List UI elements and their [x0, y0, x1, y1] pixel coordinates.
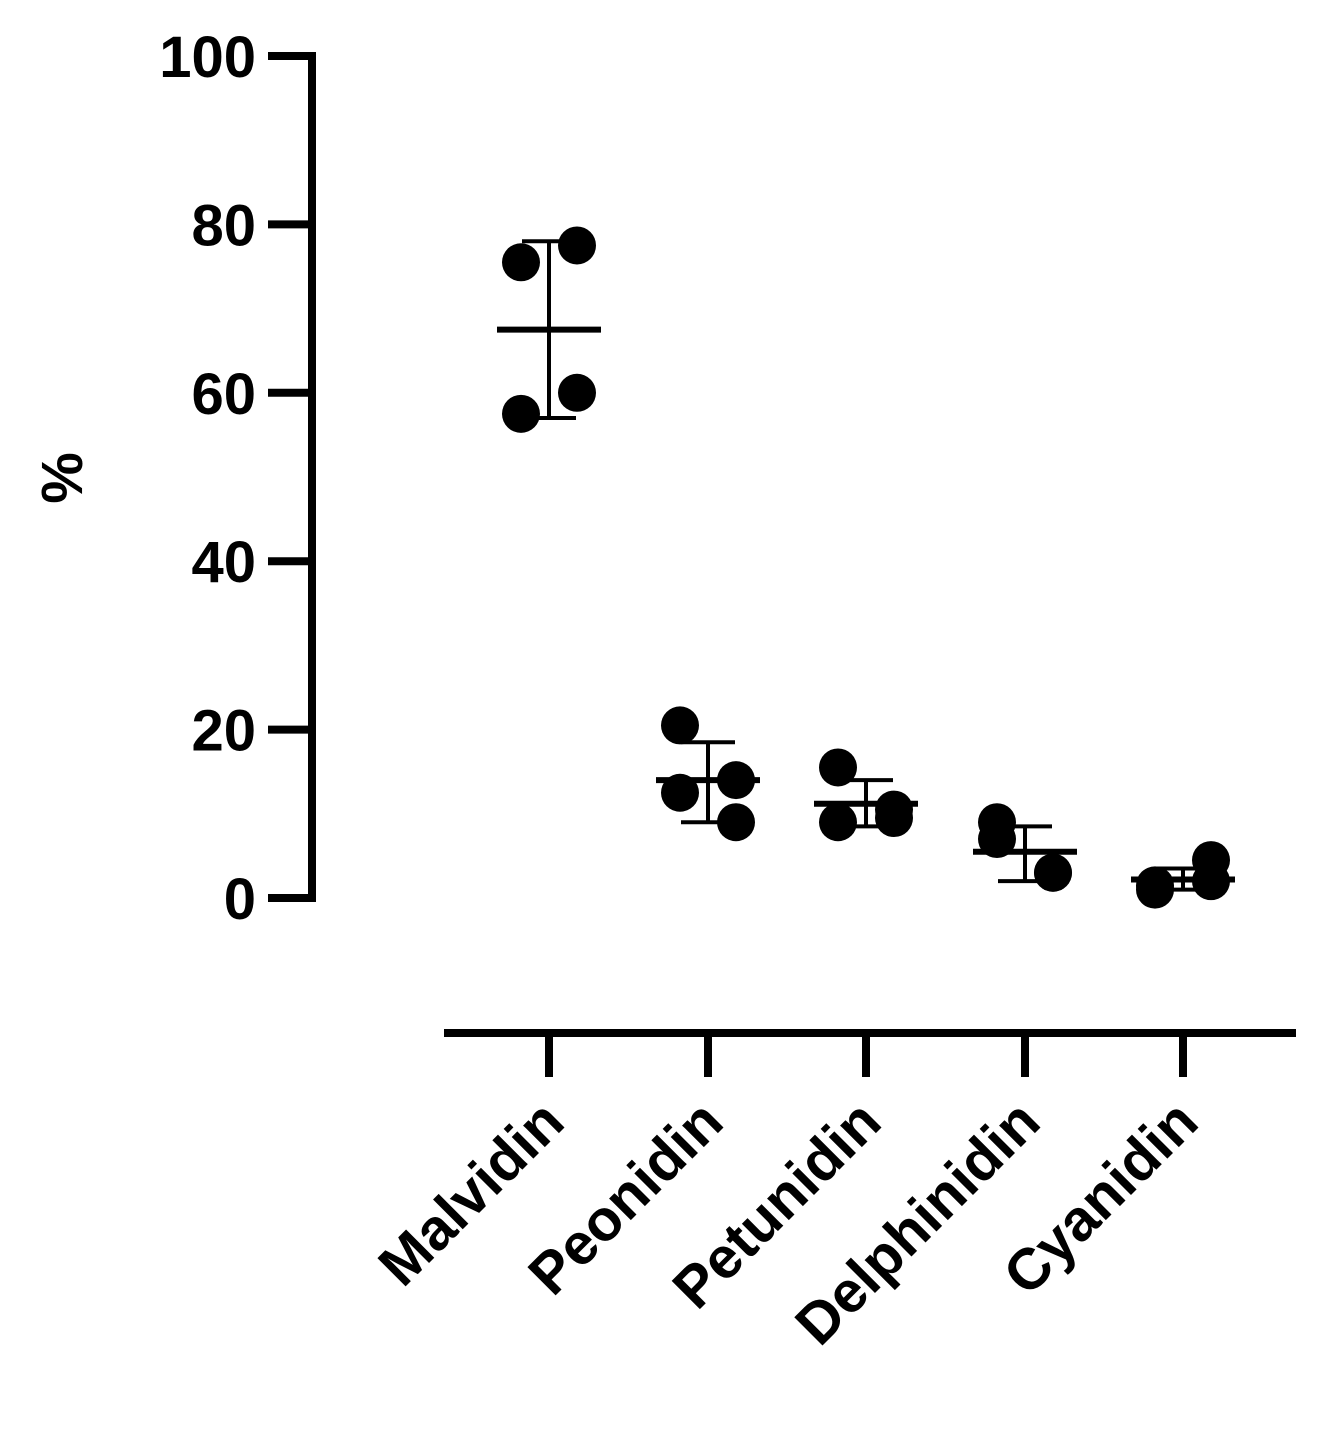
data-point [661, 706, 699, 745]
data-point [661, 773, 699, 812]
data-point [558, 226, 596, 265]
data-point [717, 803, 755, 842]
data-point [1034, 853, 1072, 892]
data-point [819, 748, 857, 787]
y-tick-label: 0 [224, 867, 256, 932]
data-point [875, 799, 913, 838]
y-tick-label: 20 [191, 699, 256, 764]
y-tick-label: 40 [191, 530, 256, 595]
y-axis-title: % [30, 452, 95, 504]
error-bars [497, 239, 1235, 892]
y-tick-label: 60 [191, 362, 256, 427]
data-point [558, 373, 596, 412]
y-tick-label: 80 [191, 193, 256, 258]
y-tick-label: 100 [159, 25, 256, 90]
data-point [1136, 866, 1174, 905]
data-point [502, 243, 540, 282]
data-points [502, 226, 1230, 909]
x-axis: MalvidinPeonidinPetunidinDelphinidinCyan… [366, 1029, 1296, 1357]
data-point [819, 803, 857, 842]
data-point [1192, 862, 1230, 901]
y-axis: 0 20 40 60 80 100 [159, 25, 316, 932]
data-point [978, 803, 1016, 842]
data-point [717, 761, 755, 800]
data-point [502, 394, 540, 433]
